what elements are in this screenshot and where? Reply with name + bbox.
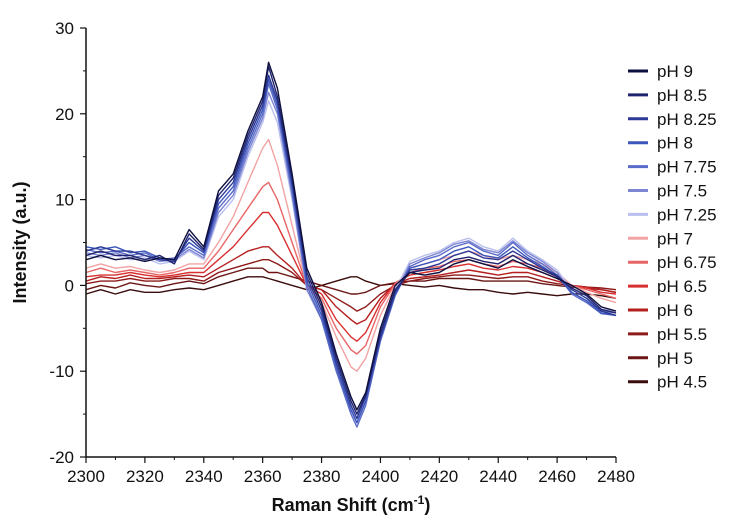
legend-label: pH 7: [657, 229, 693, 248]
legend-label: pH 7.75: [657, 158, 717, 177]
legend-item: pH 6.5: [628, 277, 707, 296]
y-ticks: -20 -10 0 10 20 30: [49, 19, 86, 467]
legend-item: pH 9: [628, 62, 693, 81]
x-tick-label: 2400: [362, 467, 400, 486]
legend-item: pH 6.75: [628, 253, 717, 272]
legend: pH 9 pH 8.5 pH 8.25 pH 8 pH 7.75 pH 7.5 pH 7.2…: [628, 62, 717, 392]
x-axis-title: Raman Shift (cm-1): [272, 493, 431, 515]
x-tick-label: 2440: [479, 467, 517, 486]
series-line: [85, 267, 617, 295]
legend-label: pH 5: [657, 349, 693, 368]
legend-item: pH 7.5: [628, 182, 707, 201]
series-line: [85, 61, 617, 411]
x-tick-label: 2460: [538, 467, 576, 486]
legend-label: pH 7.25: [657, 205, 717, 224]
legend-item: pH 8.5: [628, 86, 707, 105]
legend-item: pH 5.5: [628, 325, 707, 344]
legend-label: pH 6.75: [657, 253, 717, 272]
legend-item: pH 6: [628, 301, 693, 320]
series-line: [85, 65, 617, 415]
plot-lines: [85, 61, 617, 428]
y-tick-label: 30: [55, 19, 74, 38]
legend-label: pH 6.5: [657, 277, 707, 296]
axes: [85, 28, 616, 458]
y-tick-label: -10: [49, 362, 74, 381]
x-tick-label: 2480: [597, 467, 635, 486]
legend-label: pH 4.5: [657, 373, 707, 392]
series-line: [85, 211, 617, 342]
y-tick-label: 0: [65, 276, 74, 295]
x-tick-label: 2380: [303, 467, 341, 486]
legend-label: pH 8.25: [657, 110, 717, 129]
legend-item: pH 5: [628, 349, 693, 368]
y-tick-label: -20: [49, 448, 74, 467]
series-line: [85, 246, 617, 325]
y-axis-title: Intensity (a.u.): [10, 181, 30, 303]
series-line: [85, 181, 617, 355]
x-ticks: 2300 2320 2340 2360 2380 2400 2420 2440 2460 2480: [67, 457, 635, 486]
legend-label: pH 6: [657, 301, 693, 320]
legend-item: pH 8: [628, 134, 693, 153]
x-tick-label: 2360: [244, 467, 282, 486]
y-tick-label: 10: [55, 191, 74, 210]
legend-item: pH 7.25: [628, 205, 717, 224]
legend-label: pH 8.5: [657, 86, 707, 105]
x-tick-label: 2300: [67, 467, 105, 486]
legend-item: pH 4.5: [628, 373, 707, 392]
y-tick-label: 20: [55, 105, 74, 124]
x-tick-label: 2340: [185, 467, 223, 486]
legend-item: pH 7: [628, 229, 693, 248]
x-tick-label: 2420: [420, 467, 458, 486]
legend-item: pH 8.25: [628, 110, 717, 129]
legend-label: pH 5.5: [657, 325, 707, 344]
series-line: [85, 91, 617, 424]
legend-label: pH 7.5: [657, 182, 707, 201]
series-line: [85, 259, 617, 312]
series-line: [85, 138, 617, 372]
legend-label: pH 8: [657, 134, 693, 153]
series-line: [85, 83, 617, 428]
legend-label: pH 9: [657, 62, 693, 81]
series-line: [85, 78, 617, 424]
legend-item: pH 7.75: [628, 158, 717, 177]
series-line: [85, 276, 617, 299]
x-tick-label: 2320: [126, 467, 164, 486]
